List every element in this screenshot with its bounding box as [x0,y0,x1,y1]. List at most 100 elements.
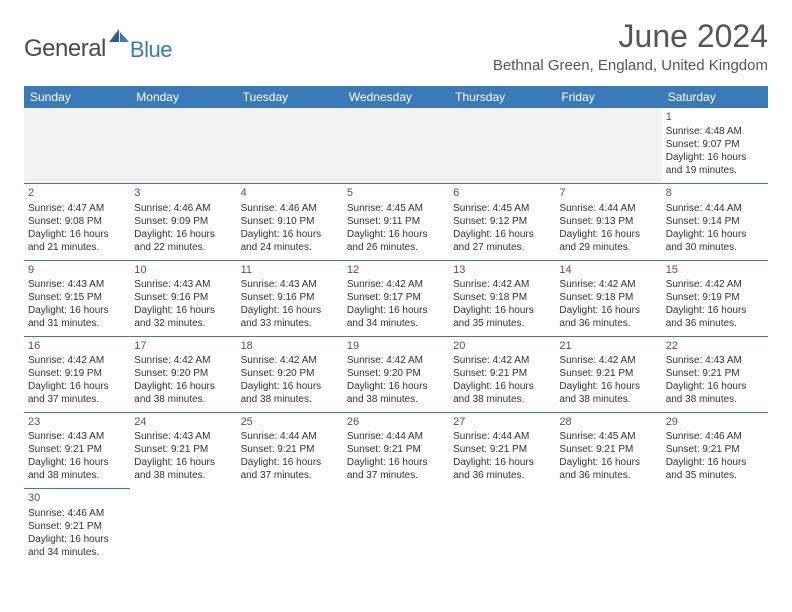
sunrise: Sunrise: 4:43 AM [28,430,126,443]
daylight-line2: and 29 minutes. [559,241,657,254]
empty-cell [449,108,555,184]
daylight-line1: Daylight: 16 hours [134,456,232,469]
sunrise: Sunrise: 4:42 AM [559,354,657,367]
daylight-line2: and 26 minutes. [347,241,445,254]
day-number: 8 [666,186,764,200]
daylight-line2: and 37 minutes. [241,469,339,482]
sunrise: Sunrise: 4:42 AM [559,278,657,291]
day-number: 12 [347,263,445,277]
daylight-line1: Daylight: 16 hours [347,228,445,241]
day-number: 6 [453,186,551,200]
sunset: Sunset: 9:21 PM [28,520,126,533]
day-number: 3 [134,186,232,200]
day-header-monday: Monday [130,86,236,108]
daylight-line1: Daylight: 16 hours [28,228,126,241]
daylight-line1: Daylight: 16 hours [453,304,551,317]
empty-cell [237,108,343,184]
sunset: Sunset: 9:12 PM [453,215,551,228]
daylight-line1: Daylight: 16 hours [666,151,764,164]
day-number: 11 [241,263,339,277]
day-number: 22 [666,339,764,353]
daylight-line1: Daylight: 16 hours [453,456,551,469]
daylight-line2: and 32 minutes. [134,317,232,330]
day-number: 23 [28,415,126,429]
day-cell: 17Sunrise: 4:42 AMSunset: 9:20 PMDayligh… [130,336,236,412]
empty-cell [555,108,661,184]
sunrise: Sunrise: 4:42 AM [347,278,445,291]
day-number: 30 [28,491,126,505]
daylight-line2: and 24 minutes. [241,241,339,254]
day-header-wednesday: Wednesday [343,86,449,108]
logo-text-blue: Blue [130,37,172,63]
day-number: 27 [453,415,551,429]
logo-text-general: General [24,35,106,63]
day-number: 15 [666,263,764,277]
daylight-line1: Daylight: 16 hours [453,228,551,241]
empty-cell [237,489,343,565]
day-number: 4 [241,186,339,200]
day-cell: 6Sunrise: 4:45 AMSunset: 9:12 PMDaylight… [449,184,555,260]
sunset: Sunset: 9:07 PM [666,138,764,151]
day-number: 25 [241,415,339,429]
day-cell: 8Sunrise: 4:44 AMSunset: 9:14 PMDaylight… [662,184,768,260]
day-cell: 15Sunrise: 4:42 AMSunset: 9:19 PMDayligh… [662,260,768,336]
day-cell: 21Sunrise: 4:42 AMSunset: 9:21 PMDayligh… [555,336,661,412]
daylight-line2: and 22 minutes. [134,241,232,254]
sunset: Sunset: 9:20 PM [134,367,232,380]
daylight-line2: and 38 minutes. [134,469,232,482]
day-number: 1 [666,110,764,124]
sunrise: Sunrise: 4:43 AM [28,278,126,291]
sunset: Sunset: 9:14 PM [666,215,764,228]
day-number: 29 [666,415,764,429]
daylight-line1: Daylight: 16 hours [347,380,445,393]
sunset: Sunset: 9:19 PM [666,291,764,304]
day-cell: 25Sunrise: 4:44 AMSunset: 9:21 PMDayligh… [237,413,343,489]
daylight-line2: and 21 minutes. [28,241,126,254]
empty-cell [662,489,768,565]
day-number: 18 [241,339,339,353]
sunset: Sunset: 9:21 PM [666,443,764,456]
day-number: 19 [347,339,445,353]
day-cell: 2Sunrise: 4:47 AMSunset: 9:08 PMDaylight… [24,184,130,260]
day-cell: 5Sunrise: 4:45 AMSunset: 9:11 PMDaylight… [343,184,449,260]
sunset: Sunset: 9:18 PM [453,291,551,304]
daylight-line2: and 36 minutes. [666,317,764,330]
daylight-line1: Daylight: 16 hours [28,304,126,317]
empty-cell [24,108,130,184]
sunset: Sunset: 9:21 PM [453,367,551,380]
daylight-line2: and 36 minutes. [559,469,657,482]
daylight-line2: and 38 minutes. [559,393,657,406]
sunrise: Sunrise: 4:43 AM [666,354,764,367]
day-cell: 29Sunrise: 4:46 AMSunset: 9:21 PMDayligh… [662,413,768,489]
day-number: 16 [28,339,126,353]
sunrise: Sunrise: 4:44 AM [559,202,657,215]
day-header-thursday: Thursday [449,86,555,108]
sunset: Sunset: 9:11 PM [347,215,445,228]
day-cell: 20Sunrise: 4:42 AMSunset: 9:21 PMDayligh… [449,336,555,412]
empty-cell [555,489,661,565]
empty-cell [343,108,449,184]
sunset: Sunset: 9:21 PM [134,443,232,456]
day-number: 13 [453,263,551,277]
daylight-line2: and 38 minutes. [453,393,551,406]
sunrise: Sunrise: 4:47 AM [28,202,126,215]
sunset: Sunset: 9:16 PM [241,291,339,304]
day-cell: 7Sunrise: 4:44 AMSunset: 9:13 PMDaylight… [555,184,661,260]
header: General Blue June 2024 Bethnal Green, En… [24,18,768,74]
sunset: Sunset: 9:21 PM [453,443,551,456]
daylight-line1: Daylight: 16 hours [559,228,657,241]
calendar-table: SundayMondayTuesdayWednesdayThursdayFrid… [24,86,768,565]
title-area: June 2024 Bethnal Green, England, United… [493,18,768,74]
empty-cell [130,108,236,184]
logo-sail-icon [108,28,130,49]
day-cell: 24Sunrise: 4:43 AMSunset: 9:21 PMDayligh… [130,413,236,489]
day-cell: 27Sunrise: 4:44 AMSunset: 9:21 PMDayligh… [449,413,555,489]
day-number: 21 [559,339,657,353]
daylight-line2: and 34 minutes. [347,317,445,330]
sunset: Sunset: 9:13 PM [559,215,657,228]
sunset: Sunset: 9:15 PM [28,291,126,304]
sunset: Sunset: 9:18 PM [559,291,657,304]
sunrise: Sunrise: 4:44 AM [347,430,445,443]
sunset: Sunset: 9:21 PM [559,443,657,456]
sunrise: Sunrise: 4:46 AM [28,507,126,520]
